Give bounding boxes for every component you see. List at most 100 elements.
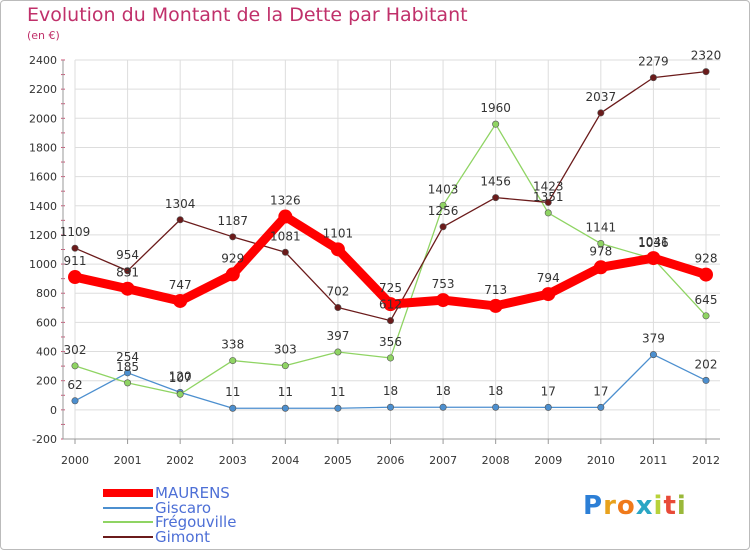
data-point-gimont [597,109,605,117]
data-point-gimont [281,248,289,256]
data-point-frgouville [386,354,394,362]
y-tick-label: 2000 [29,112,57,125]
data-point-frgouville [597,240,605,248]
data-point-giscaro [597,403,605,411]
data-label-gimont: 2320 [691,49,722,63]
y-tick-label: 200 [36,375,57,388]
data-point-giscaro [649,351,657,359]
data-label-maurens: 978 [589,244,612,258]
chart-title: Evolution du Montant de la Dette par Hab… [27,4,468,26]
logo-letter: o [616,491,636,521]
data-label-gimont: 612 [379,298,402,312]
grid-lines [74,59,720,440]
data-label-gimont: 1256 [428,204,459,218]
data-point-frgouville [544,209,552,217]
data-point-frgouville [702,312,710,320]
data-point-frgouville [334,348,342,356]
data-label-giscaro: 11 [225,385,240,399]
data-point-giscaro [544,403,552,411]
data-point-giscaro [124,369,132,377]
data-label-gimont: 702 [326,285,349,299]
logo-letter: i [653,491,664,521]
data-label-maurens: 725 [379,281,402,295]
data-point-gimont [124,267,132,275]
data-label-maurens: 753 [432,277,455,291]
data-label-gimont: 1109 [60,225,91,239]
legend-swatch [103,521,153,523]
chart-subtitle: (en €) [27,29,60,42]
data-label-maurens: 1101 [323,226,354,240]
data-label-frgouville: 302 [64,343,87,357]
y-tick-label: 0 [50,404,57,417]
data-label-giscaro: 17 [593,384,608,398]
y-tick-label: 1400 [29,200,57,213]
data-label-giscaro: 18 [488,384,503,398]
legend-item-frgouville: Frégouville [103,514,236,530]
data-label-frgouville: 185 [116,360,139,374]
data-point-frgouville [176,390,184,398]
series-lines [68,68,713,412]
data-label-maurens: 1041 [638,235,669,249]
data-point-frgouville [124,379,132,387]
y-tick-label: 600 [36,316,57,329]
data-label-frgouville: 1403 [428,182,459,196]
data-label-gimont: 2279 [638,55,669,69]
data-point-frgouville [71,362,79,370]
axes: -200 0 200 400 600 800 1000 1200 1400 1600 1800 200… [29,54,720,467]
data-point-giscaro [702,376,710,384]
x-tick-label: 2006 [377,454,405,467]
data-point-maurens [436,293,451,308]
legend-swatch [103,536,153,538]
data-point-giscaro [229,404,237,412]
x-tick-label: 2007 [429,454,457,467]
data-point-frgouville [439,201,447,209]
data-point-gimont [439,223,447,231]
y-tick-label: 1200 [29,229,57,242]
data-point-maurens [278,209,293,224]
y-tick-label: 2200 [29,83,57,96]
data-point-frgouville [281,362,289,370]
data-label-frgouville: 1960 [480,101,511,115]
data-point-giscaro [334,404,342,412]
data-label-gimont: 1456 [480,175,511,189]
y-tick-label: 400 [36,346,57,359]
legend-label: Giscaro [155,499,212,517]
data-label-giscaro: 202 [695,357,718,371]
data-point-gimont [334,304,342,312]
data-label-gimont: 2037 [586,90,617,104]
data-point-maurens [173,293,188,308]
data-label-giscaro: 17 [541,384,556,398]
data-point-giscaro [386,403,394,411]
data-label-gimont: 1304 [165,197,196,211]
data-point-gimont [386,317,394,325]
x-tick-label: 2003 [219,454,247,467]
x-tick-label: 2005 [324,454,352,467]
logo-letter: P [583,491,604,521]
data-label-frgouville: 1141 [586,221,617,235]
legend-item-maurens: MAURENS [103,485,230,501]
data-point-maurens [593,260,608,275]
logo-letter: t [663,491,677,521]
data-point-gimont [649,74,657,82]
data-label-giscaro: 62 [67,378,82,392]
x-tick-label: 2008 [482,454,510,467]
logo-letter: i [676,491,687,521]
data-label-giscaro: 18 [383,384,398,398]
data-label-maurens: 831 [116,266,139,280]
data-point-maurens [120,281,135,296]
data-point-maurens [488,298,503,313]
data-point-maurens [225,267,240,282]
data-label-gimont: 1081 [270,229,301,243]
data-label-maurens: 713 [484,283,507,297]
legend-label: MAURENS [155,484,230,502]
data-point-giscaro [281,404,289,412]
data-label-maurens: 1326 [270,194,301,208]
data-label-gimont: 1187 [217,214,248,228]
data-point-maurens [383,297,398,312]
data-label-giscaro: 11 [278,385,293,399]
data-point-frgouville [229,357,237,365]
data-point-gimont [71,244,79,252]
data-label-maurens: 747 [169,278,192,292]
